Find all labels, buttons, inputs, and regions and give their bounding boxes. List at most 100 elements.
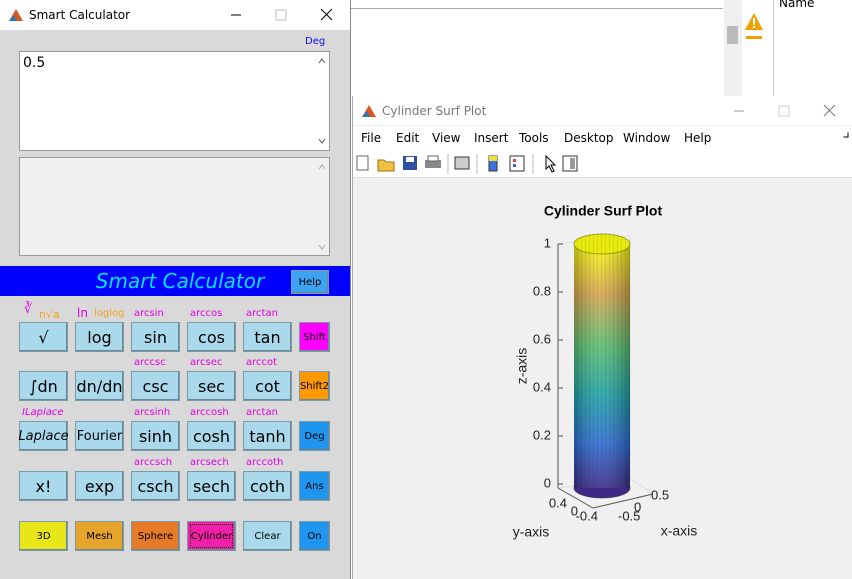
plot-title: Cylinder Surf Plot bbox=[544, 203, 663, 219]
toolbar bbox=[353, 151, 852, 178]
calc-button[interactable]: Mesh bbox=[75, 521, 124, 551]
menu-bar: File Edit View Insert Tools Desktop Window Help bbox=[353, 126, 852, 151]
window-controls[interactable] bbox=[728, 101, 848, 121]
calc-button[interactable]: Sphere bbox=[131, 521, 180, 551]
button-hint: arccsch bbox=[134, 457, 173, 468]
button-hint: arcsech bbox=[190, 457, 229, 468]
button-hint: arccosh bbox=[190, 407, 229, 418]
input-text[interactable]: 0.5 bbox=[23, 55, 46, 71]
scroll-arrows[interactable] bbox=[317, 56, 327, 146]
calc-button[interactable]: Ans bbox=[299, 471, 330, 501]
calc-button[interactable]: Laplace bbox=[18, 421, 69, 451]
menu-item[interactable]: Insert bbox=[474, 131, 509, 145]
toolbar-icons[interactable] bbox=[353, 151, 613, 177]
calc-button[interactable]: sin bbox=[131, 322, 180, 352]
button-hint: ∛ bbox=[24, 302, 33, 317]
calc-button[interactable]: cot bbox=[243, 371, 292, 401]
calc-button[interactable]: ∫dn bbox=[19, 371, 68, 401]
button-hint: arctan bbox=[246, 407, 278, 418]
calc-button[interactable]: Fourier bbox=[75, 421, 124, 451]
button-hint: arccoth bbox=[246, 457, 284, 468]
title-bar: Cylinder Surf Plot bbox=[353, 96, 852, 125]
calc-button[interactable]: Cylinder bbox=[187, 521, 236, 551]
figure-window: Cylinder Surf Plot File Edit View Insert Too… bbox=[352, 96, 852, 579]
calc-button[interactable]: cos bbox=[187, 322, 236, 352]
calc-button[interactable]: √ bbox=[19, 322, 68, 352]
button-hint: arcsec bbox=[190, 357, 223, 368]
help-button[interactable]: Help bbox=[291, 270, 329, 294]
scroll-thumb[interactable] bbox=[727, 26, 738, 44]
calc-button[interactable]: tan bbox=[243, 322, 292, 352]
warning-icon bbox=[745, 13, 763, 39]
output-box bbox=[19, 157, 330, 256]
scroll-arrows bbox=[318, 164, 326, 250]
z-tick-label: 0.2 bbox=[533, 427, 551, 442]
divider bbox=[351, 8, 723, 9]
calc-button[interactable]: Shift2 bbox=[299, 371, 330, 401]
x-axis-label: x-axis bbox=[661, 523, 698, 539]
banner-title: Smart Calculator bbox=[95, 269, 265, 293]
mode-label: Deg bbox=[305, 36, 326, 47]
menu-item[interactable]: Window bbox=[623, 131, 671, 145]
calc-button[interactable]: Clear bbox=[243, 521, 292, 551]
button-hint: ln bbox=[77, 306, 88, 320]
menu-item[interactable]: Edit bbox=[396, 131, 420, 145]
menu-item[interactable]: File bbox=[361, 131, 382, 145]
x-tick-label: 0 bbox=[634, 499, 641, 514]
z-tick-label: 0.6 bbox=[533, 331, 551, 346]
calc-button[interactable]: sech bbox=[187, 471, 236, 501]
x-tick-label: 0.5 bbox=[651, 487, 669, 502]
z-tick-label: 1 bbox=[544, 235, 551, 250]
calc-button[interactable]: 3D bbox=[19, 521, 68, 551]
button-hint: arccot bbox=[246, 357, 278, 368]
calc-button[interactable]: sec bbox=[187, 371, 236, 401]
input-box[interactable]: 0.5 bbox=[19, 51, 330, 151]
z-tick-label: 0 bbox=[544, 475, 551, 490]
button-hint: arccsc bbox=[134, 357, 166, 368]
column-header[interactable]: Name bbox=[779, 0, 815, 10]
y-tick-label: 0.4 bbox=[549, 495, 567, 510]
calc-button[interactable]: Deg bbox=[299, 421, 330, 451]
button-hint: ILaplace bbox=[22, 407, 64, 418]
z-tick-label: 0.8 bbox=[533, 283, 551, 298]
calc-button[interactable]: csc bbox=[131, 371, 180, 401]
cylinder bbox=[573, 233, 631, 499]
y-tick-label: 0 bbox=[571, 503, 578, 518]
calc-button[interactable]: exp bbox=[75, 471, 124, 501]
calc-button[interactable]: tanh bbox=[243, 421, 292, 451]
y-axis-label: y-axis bbox=[513, 524, 550, 540]
calc-button[interactable]: csch bbox=[131, 471, 180, 501]
menu-item[interactable]: View bbox=[432, 131, 461, 145]
z-tick-label: 0.4 bbox=[533, 379, 551, 394]
divider bbox=[773, 0, 774, 96]
calc-button[interactable]: x! bbox=[19, 471, 68, 501]
banner: Smart Calculator Help bbox=[0, 266, 350, 296]
y-tick-label: -0.4 bbox=[576, 508, 598, 523]
scrollbar[interactable] bbox=[724, 0, 742, 96]
calc-button[interactable]: dn/dn bbox=[75, 371, 124, 401]
calculator-window: Smart Calculator Deg 0.5 Smart Calculato… bbox=[0, 0, 351, 579]
calc-button[interactable]: On bbox=[299, 521, 330, 551]
calc-button[interactable]: cosh bbox=[187, 421, 236, 451]
z-axis-label: z-axis bbox=[514, 348, 530, 385]
calc-button[interactable]: sinh bbox=[131, 421, 180, 451]
app-icon bbox=[362, 105, 376, 117]
button-hint: arctan bbox=[246, 308, 278, 319]
calc-button[interactable]: coth bbox=[243, 471, 292, 501]
button-hint: loglog bbox=[94, 308, 125, 319]
calc-button[interactable]: Shift bbox=[299, 322, 330, 352]
menu-item[interactable]: Desktop bbox=[564, 131, 614, 145]
button-hint: n√a bbox=[39, 308, 60, 321]
window-controls[interactable] bbox=[225, 5, 345, 25]
window-title: Cylinder Surf Plot bbox=[382, 104, 487, 118]
button-hint: arcsin bbox=[134, 308, 164, 319]
menu-arrow[interactable] bbox=[843, 132, 849, 138]
menu-item[interactable]: Tools bbox=[519, 131, 549, 145]
title-bar: Smart Calculator bbox=[0, 0, 350, 30]
button-hint: arcsinh bbox=[134, 407, 171, 418]
menu-item[interactable]: Help bbox=[684, 131, 712, 145]
window-title: Smart Calculator bbox=[29, 8, 131, 22]
calc-button[interactable]: log bbox=[75, 322, 124, 352]
axes: Cylinder Surf Plot10.80.60.40.200.40-0.4… bbox=[513, 203, 698, 540]
